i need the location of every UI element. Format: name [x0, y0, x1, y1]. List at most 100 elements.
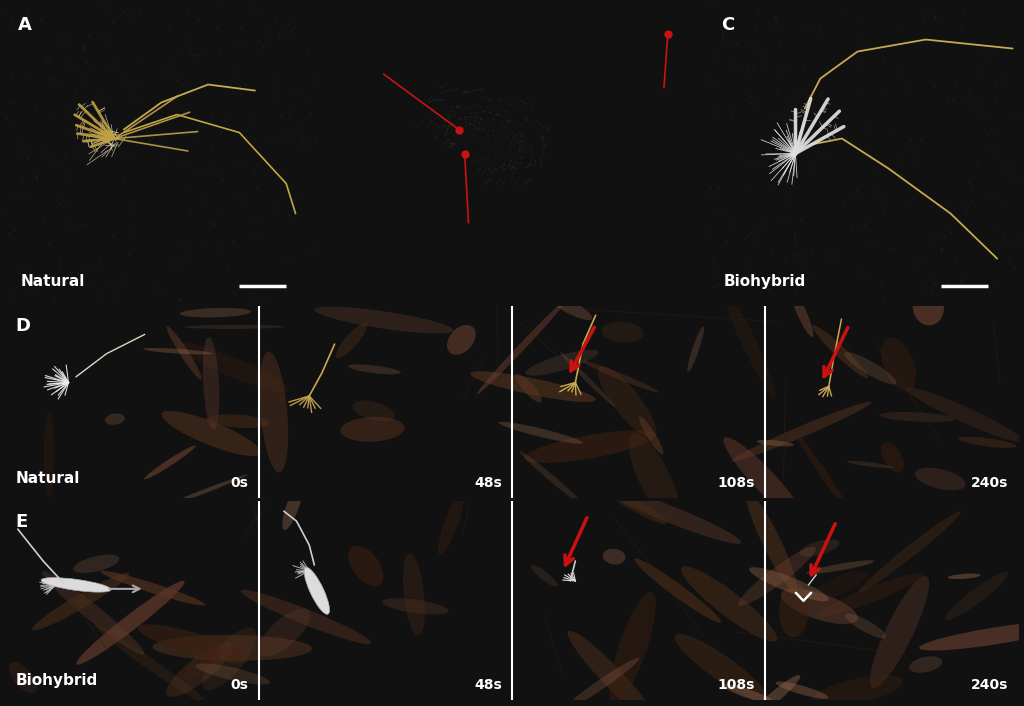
Ellipse shape	[144, 445, 196, 479]
Ellipse shape	[757, 440, 795, 446]
Ellipse shape	[920, 621, 1024, 650]
Ellipse shape	[314, 306, 454, 333]
Ellipse shape	[477, 300, 566, 395]
Ellipse shape	[793, 429, 852, 516]
Ellipse shape	[583, 361, 658, 393]
Ellipse shape	[598, 366, 656, 438]
Text: Biohybrid: Biohybrid	[15, 674, 97, 688]
Ellipse shape	[196, 664, 270, 685]
Ellipse shape	[731, 402, 871, 462]
Ellipse shape	[780, 589, 858, 624]
Ellipse shape	[948, 573, 981, 579]
Ellipse shape	[304, 568, 330, 614]
Ellipse shape	[858, 511, 961, 593]
Ellipse shape	[531, 565, 557, 587]
Ellipse shape	[382, 598, 449, 614]
Ellipse shape	[560, 352, 615, 407]
Ellipse shape	[548, 294, 592, 320]
Ellipse shape	[76, 581, 184, 664]
Ellipse shape	[74, 554, 120, 573]
Ellipse shape	[143, 348, 212, 354]
Ellipse shape	[609, 592, 655, 705]
Ellipse shape	[183, 325, 285, 329]
Text: E: E	[15, 513, 28, 531]
Ellipse shape	[602, 321, 643, 343]
Ellipse shape	[882, 337, 915, 391]
Ellipse shape	[847, 461, 893, 468]
Ellipse shape	[42, 571, 144, 655]
Ellipse shape	[634, 558, 721, 623]
Ellipse shape	[958, 437, 1016, 448]
Ellipse shape	[881, 443, 904, 472]
Text: 108s: 108s	[718, 476, 756, 490]
Ellipse shape	[470, 371, 596, 402]
Ellipse shape	[180, 308, 251, 318]
Text: 48s: 48s	[474, 476, 502, 490]
Ellipse shape	[812, 325, 868, 378]
Ellipse shape	[779, 583, 809, 638]
Ellipse shape	[259, 352, 288, 472]
Text: 0s: 0s	[230, 476, 249, 490]
Ellipse shape	[749, 567, 828, 602]
Ellipse shape	[167, 326, 202, 380]
Ellipse shape	[352, 400, 394, 421]
Ellipse shape	[800, 539, 840, 557]
Ellipse shape	[814, 571, 866, 599]
Ellipse shape	[524, 430, 656, 463]
Ellipse shape	[775, 681, 828, 699]
Ellipse shape	[567, 630, 656, 706]
Ellipse shape	[438, 492, 464, 555]
Ellipse shape	[809, 675, 903, 706]
Ellipse shape	[519, 451, 584, 505]
Ellipse shape	[403, 554, 425, 635]
Text: 108s: 108s	[718, 678, 756, 693]
Ellipse shape	[138, 624, 249, 663]
Ellipse shape	[912, 289, 944, 325]
Ellipse shape	[499, 421, 583, 444]
Text: 0s: 0s	[230, 678, 249, 693]
Ellipse shape	[241, 590, 372, 644]
Ellipse shape	[687, 326, 705, 372]
Ellipse shape	[563, 658, 639, 706]
Ellipse shape	[790, 287, 813, 337]
Ellipse shape	[348, 364, 401, 374]
Ellipse shape	[177, 342, 289, 392]
Ellipse shape	[166, 643, 231, 697]
Ellipse shape	[340, 417, 404, 442]
Ellipse shape	[603, 549, 626, 565]
Ellipse shape	[162, 411, 261, 456]
Text: A: A	[17, 16, 32, 33]
Ellipse shape	[914, 468, 966, 491]
Text: Natural: Natural	[20, 274, 85, 289]
Ellipse shape	[905, 387, 1023, 442]
Text: Biohybrid: Biohybrid	[724, 274, 806, 289]
Ellipse shape	[869, 576, 929, 688]
Ellipse shape	[203, 628, 256, 690]
Ellipse shape	[447, 325, 476, 354]
Ellipse shape	[259, 609, 310, 657]
Ellipse shape	[629, 433, 680, 523]
Ellipse shape	[525, 349, 598, 376]
Ellipse shape	[9, 662, 37, 693]
Ellipse shape	[164, 474, 248, 507]
Ellipse shape	[909, 657, 942, 673]
Ellipse shape	[724, 292, 775, 397]
Ellipse shape	[844, 352, 897, 385]
Text: Natural hairs: Natural hairs	[328, 54, 413, 66]
Ellipse shape	[203, 337, 219, 429]
Text: 240s: 240s	[972, 678, 1009, 693]
Ellipse shape	[722, 684, 777, 705]
Ellipse shape	[153, 635, 312, 661]
Ellipse shape	[184, 647, 223, 678]
Ellipse shape	[738, 546, 816, 606]
Ellipse shape	[745, 491, 797, 592]
Text: B: B	[335, 16, 348, 33]
Ellipse shape	[845, 614, 886, 638]
Text: C: C	[721, 16, 734, 33]
Ellipse shape	[675, 634, 768, 702]
Text: Natural: Natural	[15, 471, 80, 486]
Text: 48s: 48s	[474, 678, 502, 693]
Ellipse shape	[348, 546, 384, 586]
Ellipse shape	[41, 578, 111, 592]
Ellipse shape	[681, 566, 777, 642]
